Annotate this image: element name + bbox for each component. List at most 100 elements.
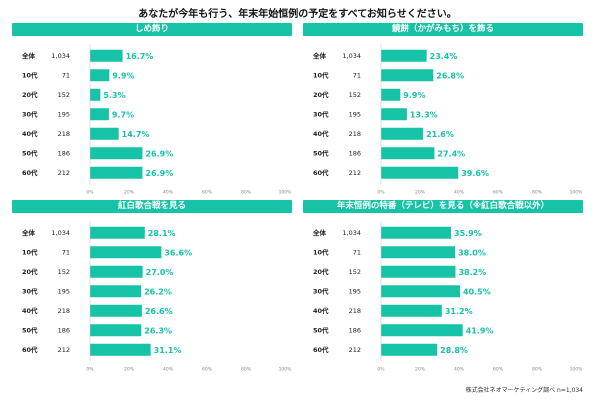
chart-title: 紅白歌合戦を見る	[12, 200, 292, 213]
sample-size-label: 1,034	[342, 229, 361, 237]
category-label: 20代	[313, 90, 329, 99]
bar	[90, 343, 151, 356]
category-label: 50代	[22, 149, 38, 158]
data-label: 21.6%	[426, 130, 454, 139]
data-label: 28.1%	[148, 229, 176, 238]
category-label: 10代	[22, 71, 38, 80]
data-label: 26.8%	[436, 71, 464, 80]
category-label: 60代	[313, 345, 329, 354]
data-label: 16.7%	[126, 52, 154, 61]
tick-label: 20%	[124, 367, 135, 373]
sample-size-label: 195	[58, 288, 70, 296]
sample-size-label: 71	[62, 72, 70, 80]
tick-label: 100%	[279, 367, 292, 373]
category-label: 全体	[312, 51, 327, 60]
sample-size-label: 218	[58, 130, 70, 138]
data-label: 28.8%	[440, 346, 468, 355]
category-label: 40代	[22, 306, 38, 315]
bar	[90, 304, 142, 317]
sample-size-label: 186	[349, 327, 361, 335]
category-label: 30代	[22, 110, 38, 119]
category-label: 全体	[21, 51, 36, 60]
bar	[90, 324, 142, 337]
data-label: 26.6%	[145, 307, 173, 316]
bar	[381, 69, 434, 82]
category-label: 20代	[22, 90, 38, 99]
bar	[381, 88, 401, 101]
category-label: 20代	[313, 267, 329, 276]
data-label: 9.7%	[112, 110, 134, 119]
data-label: 23.4%	[430, 52, 458, 61]
bar	[381, 304, 442, 317]
category-label: 60代	[22, 168, 38, 177]
bar	[90, 49, 123, 62]
sample-size-label: 152	[349, 91, 361, 99]
category-label: 40代	[313, 306, 329, 315]
sample-size-label: 195	[349, 111, 361, 119]
bar	[90, 69, 110, 82]
tick-label: 100%	[570, 367, 583, 373]
bar	[90, 127, 119, 140]
chart-title: しめ飾り	[12, 23, 292, 36]
bar	[90, 226, 145, 239]
tick-label: 20%	[124, 190, 135, 196]
data-label: 38.0%	[458, 248, 486, 257]
sample-size-label: 195	[58, 111, 70, 119]
data-label: 35.9%	[454, 229, 482, 238]
chart-panel-tokuban: 年末恒例の特番（テレビ）を見る（※紅白歌合戦以外） 全体 1,034 35.9% 10…	[303, 200, 583, 378]
data-label: 39.6%	[461, 169, 489, 178]
data-label: 27.4%	[437, 149, 465, 158]
bar	[90, 108, 109, 121]
data-label: 31.2%	[445, 307, 473, 316]
chart-title: 鏡餅（かがみもち）を飾る	[303, 23, 583, 36]
sample-size-label: 218	[349, 307, 361, 315]
sample-size-label: 186	[349, 150, 361, 158]
bar	[381, 343, 438, 356]
sample-size-label: 1,034	[51, 52, 70, 60]
bar	[90, 265, 143, 278]
chart-title: 年末恒例の特番（テレビ）を見る（※紅白歌合戦以外）	[303, 200, 583, 213]
category-label: 60代	[22, 345, 38, 354]
sample-size-label: 218	[58, 307, 70, 315]
category-label: 50代	[22, 326, 38, 335]
tick-label: 100%	[570, 190, 583, 196]
bar-chart: 全体 1,034 23.4% 10代 71 26.8% 20代 152 9.9% 30代 195 13…	[312, 44, 583, 196]
data-label: 14.7%	[122, 130, 150, 139]
category-label: 全体	[21, 228, 36, 237]
tick-label: 40%	[454, 190, 465, 196]
tick-label: 40%	[163, 190, 174, 196]
chart-panel-kagamimochi: 鏡餅（かがみもち）を飾る 全体 1,034 23.4% 10代 71 26.8% 20代 15…	[303, 23, 583, 201]
bar	[381, 226, 452, 239]
sample-size-label: 71	[62, 249, 70, 257]
bar	[381, 324, 463, 337]
tick-label: 0%	[86, 190, 94, 196]
bar	[381, 166, 459, 179]
category-label: 10代	[313, 71, 329, 80]
sample-size-label: 212	[58, 346, 70, 354]
tick-label: 80%	[241, 367, 252, 373]
data-label: 41.9%	[466, 326, 494, 335]
tick-label: 60%	[202, 367, 213, 373]
category-label: 10代	[313, 248, 329, 257]
tick-label: 0%	[377, 367, 385, 373]
tick-label: 0%	[86, 367, 94, 373]
chart-panel-shimekazari: しめ飾り 全体 1,034 16.7% 10代 71 9.9% 20代 152 5.3% 30代 1…	[12, 23, 292, 201]
tick-label: 80%	[532, 190, 543, 196]
bar	[381, 265, 456, 278]
data-label: 26.9%	[145, 149, 173, 158]
data-label: 31.1%	[154, 346, 182, 355]
tick-label: 20%	[415, 190, 426, 196]
sample-size-label: 71	[353, 72, 361, 80]
bar	[381, 147, 435, 160]
tick-label: 20%	[415, 367, 426, 373]
tick-label: 0%	[377, 190, 385, 196]
category-label: 40代	[22, 129, 38, 138]
chart-panel-kouhaku: 紅白歌合戦を見る 全体 1,034 28.1% 10代 71 36.6% 20代 152 27.…	[12, 200, 292, 378]
bar	[90, 166, 143, 179]
category-label: 30代	[313, 287, 329, 296]
bar	[90, 88, 101, 101]
bar	[381, 127, 424, 140]
bar	[381, 246, 456, 259]
data-label: 36.6%	[164, 248, 192, 257]
sample-size-label: 212	[58, 169, 70, 177]
